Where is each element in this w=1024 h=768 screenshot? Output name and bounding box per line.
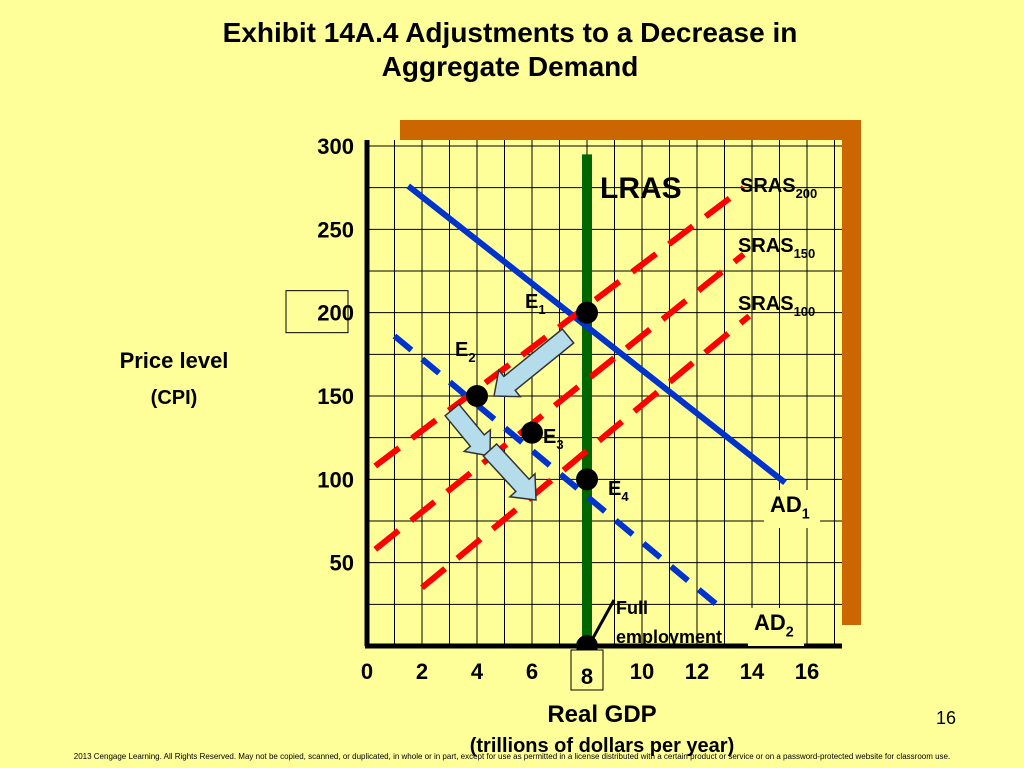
equilibrium-point-e2 xyxy=(466,385,488,407)
label-ad2-bg xyxy=(748,608,804,646)
label-lras: LRAS xyxy=(600,172,682,205)
plot-area xyxy=(367,140,842,645)
y-tick-label: 50 xyxy=(330,551,354,576)
slide-title: Exhibit 14A.4 Adjustments to a Decrease … xyxy=(150,16,870,84)
y-axis-sublabel: (CPI) xyxy=(151,387,198,409)
x-axis-label: Real GDP xyxy=(547,701,656,728)
y-tick-label: 150 xyxy=(317,384,354,409)
page-number: 16 xyxy=(936,708,957,728)
highlight-box-x xyxy=(570,649,604,691)
series-layer xyxy=(373,154,787,646)
equilibrium-point-e1 xyxy=(576,301,598,324)
title-line-1: Exhibit 14A.4 Adjustments to a Decrease … xyxy=(222,17,798,48)
equilibrium-point-e4 xyxy=(576,468,598,491)
full-employment-pointer xyxy=(591,599,616,639)
x-tick-label: 10 xyxy=(630,659,654,684)
adjustment-arrows xyxy=(444,327,575,501)
title-line-2: Aggregate Demand xyxy=(381,51,639,82)
label-sras100: SRAS100 xyxy=(738,293,815,319)
tick-labels: 0 2 4 6 8 10 12 14 16 50 100 150 200 250 300 xyxy=(285,134,819,691)
arrow-e3-to-e4 xyxy=(482,442,537,501)
copyright-footer: 2013 Cengage Learning. All Rights Reserv… xyxy=(73,752,951,761)
x-tick-label: 2 xyxy=(416,659,428,684)
x-tick-label: 16 xyxy=(795,659,819,684)
arrow-e1-to-e2 xyxy=(493,327,575,398)
x-tick-label: 4 xyxy=(471,659,484,684)
series-line-sras100 xyxy=(420,313,752,590)
x-tick-label: 8 xyxy=(581,664,593,689)
series-line-sras200 xyxy=(373,185,746,469)
annotation-full: Full xyxy=(616,598,648,618)
x-tick-label: 14 xyxy=(740,659,765,684)
series-line-ad1 xyxy=(406,183,787,486)
highlight-box-y xyxy=(285,290,349,334)
y-tick-label: 200 xyxy=(317,301,354,326)
y-tick-label: 300 xyxy=(317,134,354,159)
equilibrium-point-e3 xyxy=(521,421,543,444)
y-tick-label: 250 xyxy=(317,217,354,242)
arrow-e2-to-e3 xyxy=(444,403,492,457)
annotation-employment: employment xyxy=(616,627,722,647)
y-tick-label: 100 xyxy=(317,467,354,492)
x-tick-label: 12 xyxy=(685,659,709,684)
x-tick-label: 0 xyxy=(361,659,373,684)
series-line-sras150 xyxy=(373,251,746,552)
x-axis-sublabel: (trillions of dollars per year) xyxy=(470,735,735,757)
label-ad1-bg xyxy=(764,490,820,528)
y-axis-label: Price level xyxy=(120,348,229,373)
x-tick-label: 6 xyxy=(526,659,538,684)
